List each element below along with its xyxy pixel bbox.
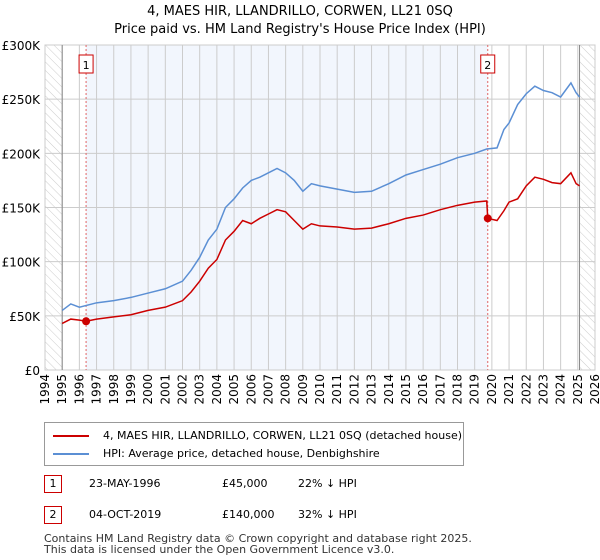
sale-hpi-diff: 22% ↓ HPI — [298, 477, 357, 490]
sale-price: £140,000 — [222, 508, 275, 521]
annotation-box — [480, 54, 496, 74]
x-tick-label: 2026 — [588, 374, 600, 405]
x-tick-label: 2024 — [554, 374, 568, 405]
annotation-label: 2 — [484, 59, 491, 72]
sale-point — [483, 214, 492, 223]
y-tick-label: £150K — [2, 202, 42, 216]
footer: Contains HM Land Registry data © Crown c… — [44, 533, 472, 555]
sale-number-badge: 2 — [44, 506, 62, 524]
chart-subtitle: Price paid vs. HM Land Registry's House … — [114, 22, 486, 37]
annotation-label: 1 — [83, 59, 90, 72]
x-tick-label: 2014 — [382, 374, 396, 405]
price-paid-line — [61, 171, 580, 325]
x-tick-label: 2002 — [176, 374, 190, 405]
x-tick-label: 2022 — [519, 374, 533, 405]
sale-number-badge: 1 — [44, 475, 62, 493]
plot-area: 1994 1995 1996 1997 1998 1999 2000 2001 2002 2003… — [2, 39, 600, 405]
x-tick-label: 2004 — [210, 374, 224, 405]
hpi-line — [61, 81, 581, 312]
x-tick-label: 2009 — [296, 374, 310, 405]
sale-date: 04-OCT-2019 — [89, 508, 162, 521]
x-tick-label: 2015 — [399, 374, 413, 405]
y-tick-label: £100K — [2, 256, 42, 270]
x-tick-label: 2006 — [244, 374, 258, 405]
y-tick-label: £300K — [2, 39, 42, 53]
y-tick-label: £250K — [2, 93, 42, 107]
sale-price: £45,000 — [222, 477, 268, 490]
x-tick-label: 2018 — [451, 374, 465, 405]
y-tick-label: £50K — [9, 310, 41, 324]
x-tick-label: 2011 — [330, 374, 344, 405]
x-tick-label: 2010 — [313, 374, 327, 405]
x-tick-label: 2005 — [227, 374, 241, 405]
footer-licence: This data is licensed under the Open Gov… — [44, 543, 395, 556]
x-tick-label: 2003 — [193, 374, 207, 405]
annotation-box — [78, 54, 94, 74]
x-tick-label: 1999 — [124, 374, 138, 405]
x-tick-label: 2016 — [416, 374, 430, 405]
x-tick-label: 1995 — [55, 374, 69, 405]
x-tick-label: 1994 — [38, 374, 52, 405]
plot-border — [44, 44, 596, 371]
x-tick-label: 2008 — [279, 374, 293, 405]
x-tick-label: 1998 — [107, 374, 121, 405]
x-tick-label: 2012 — [347, 374, 361, 405]
x-tick-label: 2023 — [536, 374, 550, 405]
sale-point — [82, 317, 91, 326]
sale-hpi-diff: 32% ↓ HPI — [298, 508, 357, 521]
x-tick-label: 2021 — [502, 374, 516, 405]
legend-swatch-hpi — [53, 452, 89, 455]
x-tick-label: 1996 — [72, 374, 86, 405]
legend-label-hpi: HPI: Average price, detached house, Denb… — [103, 447, 380, 460]
legend-label-price: 4, MAES HIR, LLANDRILLO, CORWEN, LL21 0S… — [103, 429, 463, 442]
x-tick-label: 2013 — [365, 374, 379, 405]
footer-copyright: Contains HM Land Registry data © Crown c… — [44, 532, 472, 545]
legend-swatch-price — [53, 434, 89, 437]
x-tick-label: 2000 — [141, 374, 155, 405]
x-tick-label: 2007 — [261, 374, 275, 405]
x-tick-label: 2001 — [158, 374, 172, 405]
x-tick-label: 2020 — [485, 374, 499, 405]
chart-title: 4, MAES HIR, LLANDRILLO, CORWEN, LL21 0S… — [147, 4, 453, 19]
y-tick-label: £200K — [2, 147, 42, 161]
x-tick-label: 2017 — [433, 374, 447, 405]
x-tick-label: 2025 — [571, 374, 585, 405]
y-tick-label: £0 — [25, 364, 40, 378]
x-tick-label: 2019 — [468, 374, 482, 405]
sale-date: 23-MAY-1996 — [89, 477, 161, 490]
legend: 4, MAES HIR, LLANDRILLO, CORWEN, LL21 0S… — [44, 422, 464, 466]
x-tick-label: 1997 — [90, 374, 104, 405]
